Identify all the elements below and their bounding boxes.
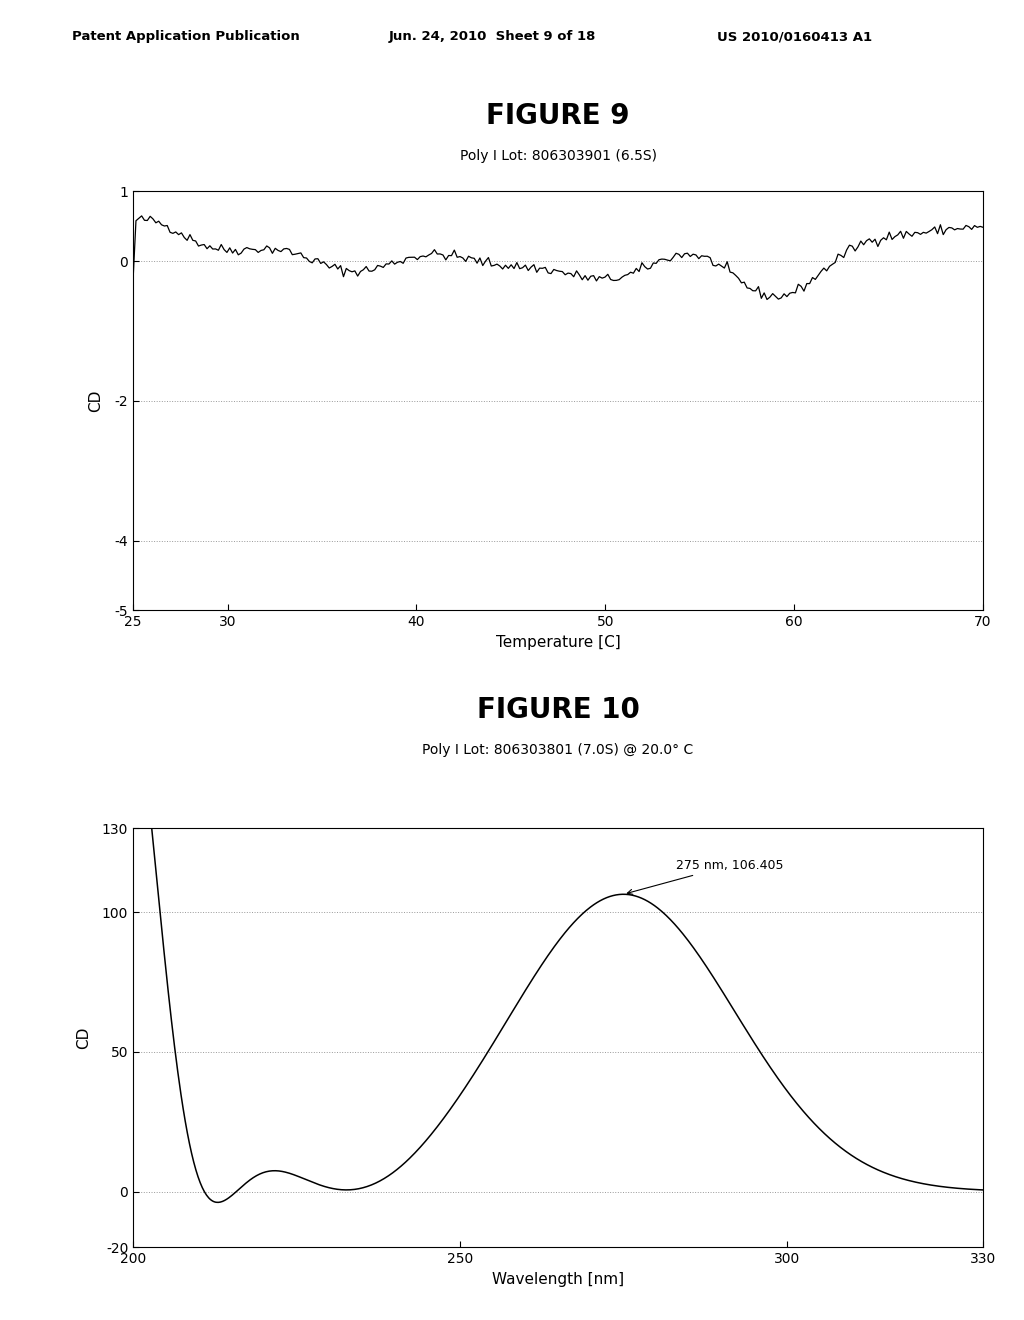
Text: 275 nm, 106.405: 275 nm, 106.405 [628, 859, 783, 895]
Text: Patent Application Publication: Patent Application Publication [72, 30, 299, 44]
Text: US 2010/0160413 A1: US 2010/0160413 A1 [717, 30, 871, 44]
Text: Poly I Lot: 806303901 (6.5S): Poly I Lot: 806303901 (6.5S) [460, 149, 656, 162]
X-axis label: Wavelength [nm]: Wavelength [nm] [492, 1271, 625, 1287]
Y-axis label: CD: CD [76, 1027, 91, 1049]
Y-axis label: CD: CD [88, 389, 103, 412]
Text: FIGURE 10: FIGURE 10 [476, 696, 640, 725]
Text: FIGURE 9: FIGURE 9 [486, 102, 630, 131]
Text: Poly I Lot: 806303801 (7.0S) @ 20.0° C: Poly I Lot: 806303801 (7.0S) @ 20.0° C [423, 743, 693, 756]
X-axis label: Temperature [C]: Temperature [C] [496, 635, 621, 649]
Text: Jun. 24, 2010  Sheet 9 of 18: Jun. 24, 2010 Sheet 9 of 18 [389, 30, 597, 44]
